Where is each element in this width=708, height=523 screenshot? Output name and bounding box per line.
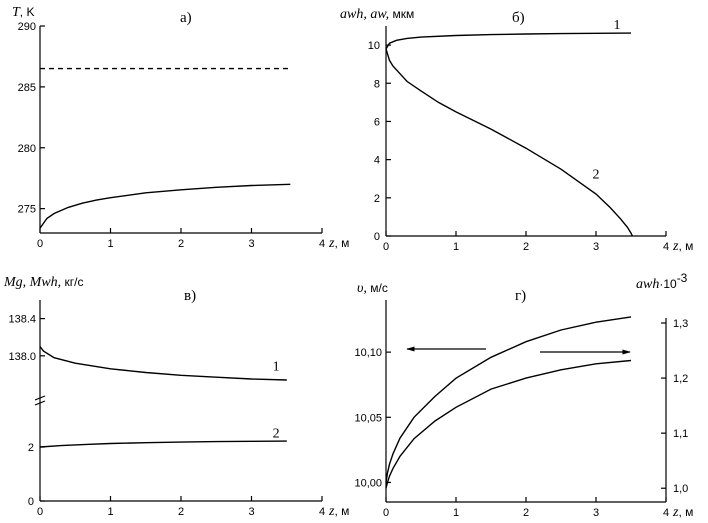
panel-label: а) bbox=[180, 10, 192, 26]
x-tick-label: 4 bbox=[319, 506, 325, 518]
series-2-line bbox=[385, 48, 634, 237]
axis-break-mark bbox=[34, 395, 46, 401]
panel-label: г) bbox=[515, 288, 526, 304]
x-tick-label: 1 bbox=[107, 506, 113, 518]
x-tick-label: 2 bbox=[523, 241, 529, 253]
curve-label-2: 2 bbox=[593, 168, 600, 183]
x-tick-label: 2 bbox=[523, 507, 529, 519]
y-tick-label: 138.4 bbox=[8, 314, 36, 326]
y-tick-label: 10,05 bbox=[354, 412, 382, 424]
series-1-line bbox=[39, 346, 287, 381]
y-tick-label: 0 bbox=[28, 496, 34, 508]
y-right-tick-label: 1,0 bbox=[673, 483, 688, 495]
x-tick-label: 0 bbox=[383, 507, 389, 519]
y-tick-label: 138.0 bbox=[8, 351, 36, 363]
axis-break-mark bbox=[34, 400, 46, 406]
x-tick-label: 3 bbox=[248, 506, 254, 518]
panel-label: б) bbox=[512, 10, 525, 26]
y-tick-label: 6 bbox=[374, 116, 380, 128]
x-tick-label: 1 bbox=[107, 238, 113, 250]
x-tick-label: 3 bbox=[593, 241, 599, 253]
series-1-line bbox=[385, 32, 632, 50]
x-tick-label: 2 bbox=[178, 506, 184, 518]
y-tick-label: 280 bbox=[18, 143, 36, 155]
x-tick-label: 4 bbox=[319, 238, 325, 250]
x-tick-label: 3 bbox=[593, 507, 599, 519]
y-tick-label: 290 bbox=[18, 21, 36, 33]
y-tick-label: 2 bbox=[28, 442, 34, 454]
x-axis-label: z, м bbox=[672, 505, 693, 520]
x-axis-label: z, м bbox=[328, 504, 349, 519]
y-tick-label: 2 bbox=[374, 193, 380, 205]
x-axis-label: z, м bbox=[672, 239, 693, 254]
x-tick-label: 4 bbox=[663, 507, 669, 519]
y-axis-label: Mg, Mwh, кг/с bbox=[3, 275, 83, 290]
temperature-line bbox=[39, 183, 291, 229]
series-awh-line bbox=[385, 359, 632, 489]
curve-label-2: 2 bbox=[273, 427, 280, 442]
y-right-tick-label: 1,3 bbox=[673, 318, 688, 330]
x-tick-label: 1 bbox=[453, 507, 459, 519]
y-axis-label: T, K bbox=[12, 5, 34, 20]
y-tick-label: 10 bbox=[368, 40, 380, 52]
x-tick-label: 2 bbox=[178, 238, 184, 250]
x-tick-label: 0 bbox=[37, 506, 43, 518]
x-tick-label: 0 bbox=[383, 241, 389, 253]
y-right-tick-label: 1,1 bbox=[673, 428, 688, 440]
y-axis-label: awh, aw, мкм bbox=[340, 7, 414, 22]
y-tick-label: 0 bbox=[374, 231, 380, 243]
y-axis-label: υ, м/с bbox=[357, 281, 388, 296]
x-axis-label: z, м bbox=[328, 236, 349, 251]
panel-g: 10,00 10,05 10,10 1,0 1,1 1,2 1,3 0 1 2 3 4 z, м υ, м… bbox=[354, 271, 693, 520]
panel-label: в) bbox=[184, 288, 196, 304]
series-velocity-line bbox=[385, 316, 632, 483]
y-tick-label: 10,10 bbox=[354, 347, 382, 359]
curve-label-1: 1 bbox=[273, 360, 280, 375]
y-right-axis-label: awh·10-3 bbox=[636, 271, 688, 292]
y-tick-label: 275 bbox=[18, 204, 36, 216]
x-tick-label: 4 bbox=[663, 241, 669, 253]
y-right-tick-label: 1,2 bbox=[673, 373, 688, 385]
panel-v: 0 2 138.0 138.4 0 1 2 3 4 z, м 1 2 Mg, Mwh, кг/с в) bbox=[3, 275, 349, 519]
x-tick-label: 0 bbox=[37, 238, 43, 250]
curve-label-1: 1 bbox=[614, 18, 621, 33]
x-tick-label: 1 bbox=[453, 241, 459, 253]
x-tick-label: 3 bbox=[248, 238, 254, 250]
series-2-line bbox=[39, 440, 287, 448]
y-tick-label: 8 bbox=[374, 78, 380, 90]
y-tick-label: 10,00 bbox=[354, 477, 382, 489]
y-tick-label: 4 bbox=[374, 155, 380, 167]
y-tick-label: 285 bbox=[18, 82, 36, 94]
panel-a: 275 280 285 290 0 1 2 3 4 z, м T, K а) bbox=[12, 5, 349, 251]
